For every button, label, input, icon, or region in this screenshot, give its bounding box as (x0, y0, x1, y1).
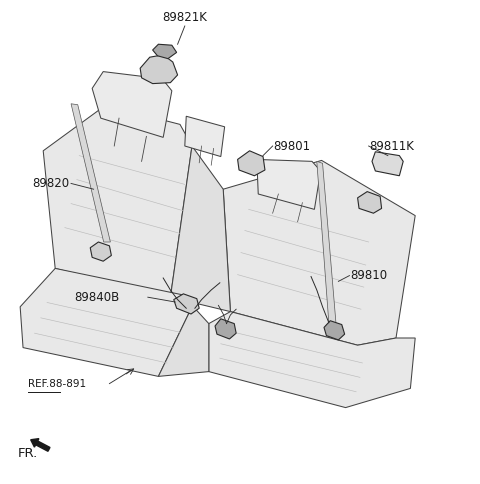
Polygon shape (238, 151, 265, 176)
Text: FR.: FR. (18, 447, 38, 460)
Polygon shape (324, 321, 345, 340)
Polygon shape (140, 55, 178, 84)
Text: 89820: 89820 (33, 177, 70, 190)
Text: 89810: 89810 (350, 269, 387, 282)
Text: 89801: 89801 (274, 139, 311, 152)
Polygon shape (174, 294, 199, 314)
Polygon shape (317, 161, 336, 324)
Polygon shape (372, 152, 403, 176)
Text: 89811K: 89811K (370, 139, 414, 152)
FancyArrow shape (31, 439, 50, 451)
Polygon shape (358, 192, 382, 213)
Polygon shape (92, 72, 172, 137)
Polygon shape (223, 160, 415, 345)
Polygon shape (71, 104, 110, 242)
Text: REF.88-891: REF.88-891 (28, 378, 86, 389)
Polygon shape (170, 146, 230, 312)
Polygon shape (158, 295, 209, 377)
Polygon shape (90, 242, 111, 261)
Polygon shape (43, 105, 192, 297)
Polygon shape (20, 269, 192, 377)
Polygon shape (257, 159, 321, 210)
Polygon shape (215, 319, 236, 339)
Text: 89821K: 89821K (162, 11, 207, 24)
Polygon shape (209, 312, 415, 408)
Polygon shape (185, 116, 225, 156)
Polygon shape (153, 44, 177, 59)
Text: 89840B: 89840B (74, 291, 120, 303)
